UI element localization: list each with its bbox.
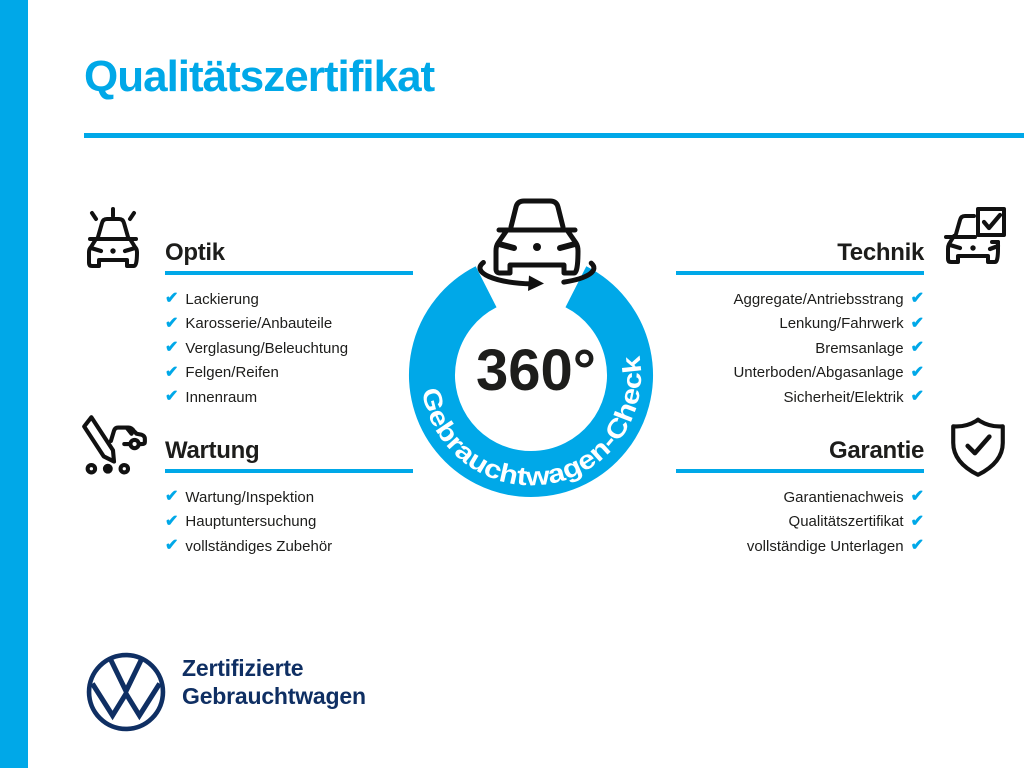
list-item: Garantienachweis ✔	[676, 485, 924, 510]
badge-degree-text: 360°	[476, 338, 596, 403]
list-item: ✔ Wartung/Inspektion	[165, 485, 413, 510]
item-label: Lackierung	[185, 290, 259, 308]
car-360-icon	[477, 198, 597, 291]
item-label: Lenkung/Fahrwerk	[779, 315, 904, 333]
list-item: Aggregate/Antriebsstrang ✔	[676, 287, 924, 312]
title-rule	[84, 133, 1024, 138]
list-item: Qualitätszertifikat ✔	[676, 510, 924, 535]
item-label: Hauptuntersuchung	[185, 513, 317, 531]
accent-side-bar	[0, 0, 28, 768]
section-title: Optik	[165, 239, 225, 266]
technik-checklist: Aggregate/Antriebsstrang ✔ Lenkung/Fahrwe…	[676, 287, 924, 410]
list-item: vollständige Unterlagen ✔	[676, 534, 924, 559]
section-title: Technik	[837, 239, 924, 266]
item-label: vollständige Unterlagen	[746, 537, 904, 555]
item-label: Sicherheit/Elektrik	[783, 388, 904, 406]
section-title: Garantie	[829, 437, 924, 464]
section-rule	[676, 271, 924, 275]
item-label: Garantienachweis	[783, 488, 904, 506]
badge-360: Gebrauchtwagen-Check 360°	[390, 185, 680, 515]
item-label: Verglasung/Beleuchtung	[185, 339, 349, 357]
check-icon: ✔	[165, 314, 179, 332]
section-technik: Technik Aggregate/Antriebsstrang ✔ Lenkun…	[676, 238, 924, 410]
list-item: Unterboden/Abgasanlage ✔	[676, 361, 924, 386]
section-optik: Optik ✔ Lackierung ✔ Karosserie/Anbauteile…	[165, 238, 413, 410]
section-wartung: Wartung ✔ Wartung/Inspektion ✔ Hauptunters…	[165, 436, 413, 559]
item-label: Wartung/Inspektion	[185, 488, 315, 506]
section-rule	[676, 469, 924, 473]
check-icon: ✔	[165, 512, 179, 530]
list-item: ✔ Innenraum	[165, 385, 413, 410]
list-item: Bremsanlage ✔	[676, 336, 924, 361]
list-item: ✔ Lackierung	[165, 287, 413, 312]
section-rule	[165, 469, 413, 473]
badge-ring	[409, 266, 653, 498]
check-icon: ✔	[910, 314, 924, 332]
optik-checklist: ✔ Lackierung ✔ Karosserie/Anbauteile ✔ Verg…	[165, 287, 413, 410]
check-icon: ✔	[165, 488, 179, 506]
item-label: Felgen/Reifen	[185, 364, 279, 382]
item-label: Innenraum	[185, 388, 258, 406]
shield-check-icon	[948, 416, 1008, 480]
check-icon: ✔	[910, 363, 924, 381]
item-label: Unterboden/Abgasanlage	[733, 364, 904, 382]
section-rule	[165, 271, 413, 275]
check-icon: ✔	[165, 339, 179, 357]
vw-logo	[84, 650, 168, 734]
list-item: Sicherheit/Elektrik ✔	[676, 385, 924, 410]
pencil-car-icon	[78, 410, 150, 476]
brand-name: Zertifizierte Gebrauchtwagen	[182, 654, 366, 710]
check-icon: ✔	[910, 290, 924, 308]
item-label: vollständiges Zubehör	[185, 537, 333, 555]
brand-line-1: Zertifizierte	[182, 655, 304, 681]
check-icon: ✔	[165, 290, 179, 308]
list-item: ✔ Verglasung/Beleuchtung	[165, 336, 413, 361]
list-item: Lenkung/Fahrwerk ✔	[676, 312, 924, 337]
check-icon: ✔	[910, 512, 924, 530]
brand-line-2: Gebrauchtwagen	[182, 683, 366, 709]
check-icon: ✔	[910, 537, 924, 555]
item-label: Aggregate/Antriebsstrang	[733, 290, 904, 308]
list-item: ✔ Felgen/Reifen	[165, 361, 413, 386]
section-title: Wartung	[165, 437, 260, 464]
check-icon: ✔	[165, 388, 179, 406]
check-icon: ✔	[910, 488, 924, 506]
shiny-car-icon	[78, 206, 148, 272]
check-icon: ✔	[165, 363, 179, 381]
list-item: ✔ Hauptuntersuchung	[165, 510, 413, 535]
check-icon: ✔	[910, 388, 924, 406]
item-label: Karosserie/Anbauteile	[185, 315, 333, 333]
list-item: ✔ Karosserie/Anbauteile	[165, 312, 413, 337]
section-garantie: Garantie Garantienachweis ✔ Qualitätszert…	[676, 436, 924, 559]
garantie-checklist: Garantienachweis ✔ Qualitätszertifikat ✔ v…	[676, 485, 924, 559]
check-icon: ✔	[165, 537, 179, 555]
item-label: Qualitätszertifikat	[788, 513, 904, 531]
item-label: Bremsanlage	[815, 339, 904, 357]
list-item: ✔ vollständiges Zubehör	[165, 534, 413, 559]
car-checkbox-icon	[942, 206, 1008, 268]
check-icon: ✔	[910, 339, 924, 357]
page-title: Qualitätszertifikat	[84, 52, 435, 101]
wartung-checklist: ✔ Wartung/Inspektion ✔ Hauptuntersuchung ✔…	[165, 485, 413, 559]
